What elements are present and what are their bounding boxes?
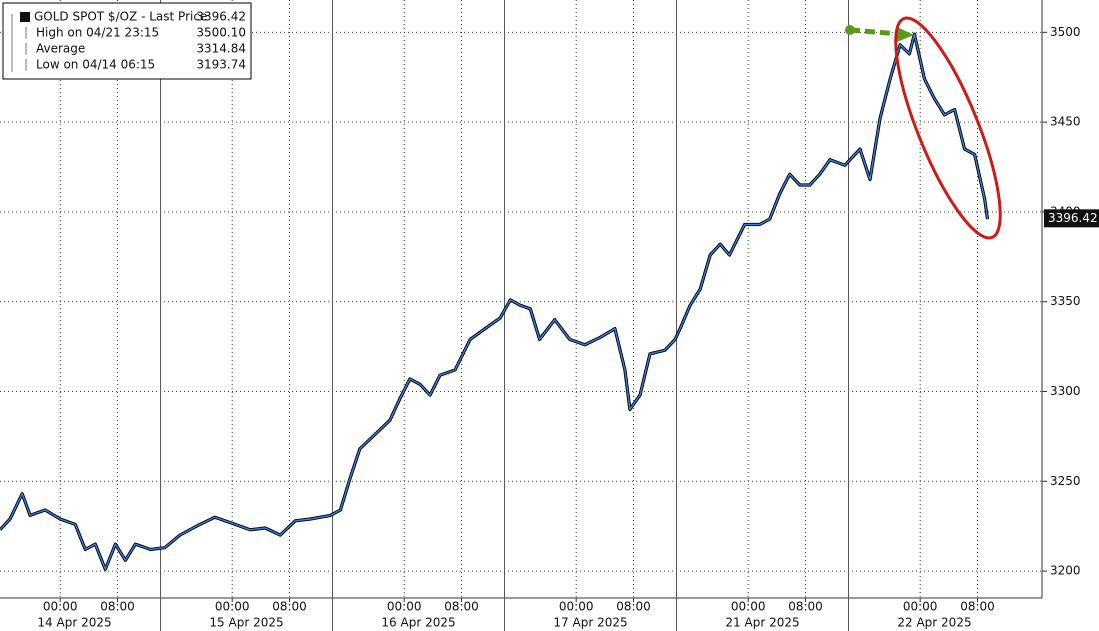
y-tick-label: 3350 — [1050, 294, 1081, 308]
y-tick-label: 3250 — [1050, 474, 1081, 488]
legend-value: 3500.10 — [196, 26, 246, 40]
legend-label: Low on 04/14 06:15 — [36, 58, 155, 72]
x-tick-label: 08:00 — [272, 600, 307, 614]
x-tick-label: 00:00 — [215, 600, 250, 614]
y-tick-label: 3450 — [1050, 115, 1081, 129]
highlight-ellipse — [894, 16, 1002, 240]
legend-swatch — [20, 12, 30, 22]
legend-value: 3193.74 — [196, 58, 246, 72]
date-label: 17 Apr 2025 — [553, 616, 627, 630]
last-price-box — [1044, 209, 1099, 228]
date-label: 15 Apr 2025 — [209, 616, 283, 630]
plot-area — [0, 0, 1042, 631]
legend-label: GOLD SPOT $/OZ - Last Price — [34, 10, 207, 24]
x-tick-label: 00:00 — [387, 600, 422, 614]
date-label: 22 Apr 2025 — [897, 616, 971, 630]
x-tick-label: 00:00 — [731, 600, 766, 614]
x-tick-label: 08:00 — [444, 600, 479, 614]
x-tick-label: 00:00 — [43, 600, 78, 614]
y-tick-label: 3300 — [1050, 384, 1081, 398]
x-tick-label: 08:00 — [616, 600, 651, 614]
legend-box — [2, 2, 252, 80]
legend-value: 3314.84 — [196, 42, 246, 56]
y-tick-label: 3200 — [1050, 564, 1081, 578]
last-price-label: 3396.42 — [1048, 211, 1098, 225]
annotations — [845, 16, 1002, 240]
price-line — [0, 33, 989, 570]
x-tick-label: 08:00 — [100, 600, 135, 614]
arrow-shaft — [849, 27, 901, 37]
legend-label: High on 04/21 23:15 — [36, 26, 159, 40]
legend-label: Average — [36, 42, 85, 56]
arrow-tail — [845, 25, 855, 35]
x-tick-label: 08:00 — [960, 600, 995, 614]
arrow-head — [897, 27, 914, 42]
x-tick-label: 08:00 — [788, 600, 823, 614]
y-tick-label: 3500 — [1050, 25, 1081, 39]
date-label: 16 Apr 2025 — [381, 616, 455, 630]
x-tick-label: 00:00 — [559, 600, 594, 614]
date-label: 21 Apr 2025 — [725, 616, 799, 630]
date-label: 14 Apr 2025 — [37, 616, 111, 630]
legend-value: 3396.42 — [196, 10, 246, 24]
x-tick-label: 00:00 — [903, 600, 938, 614]
